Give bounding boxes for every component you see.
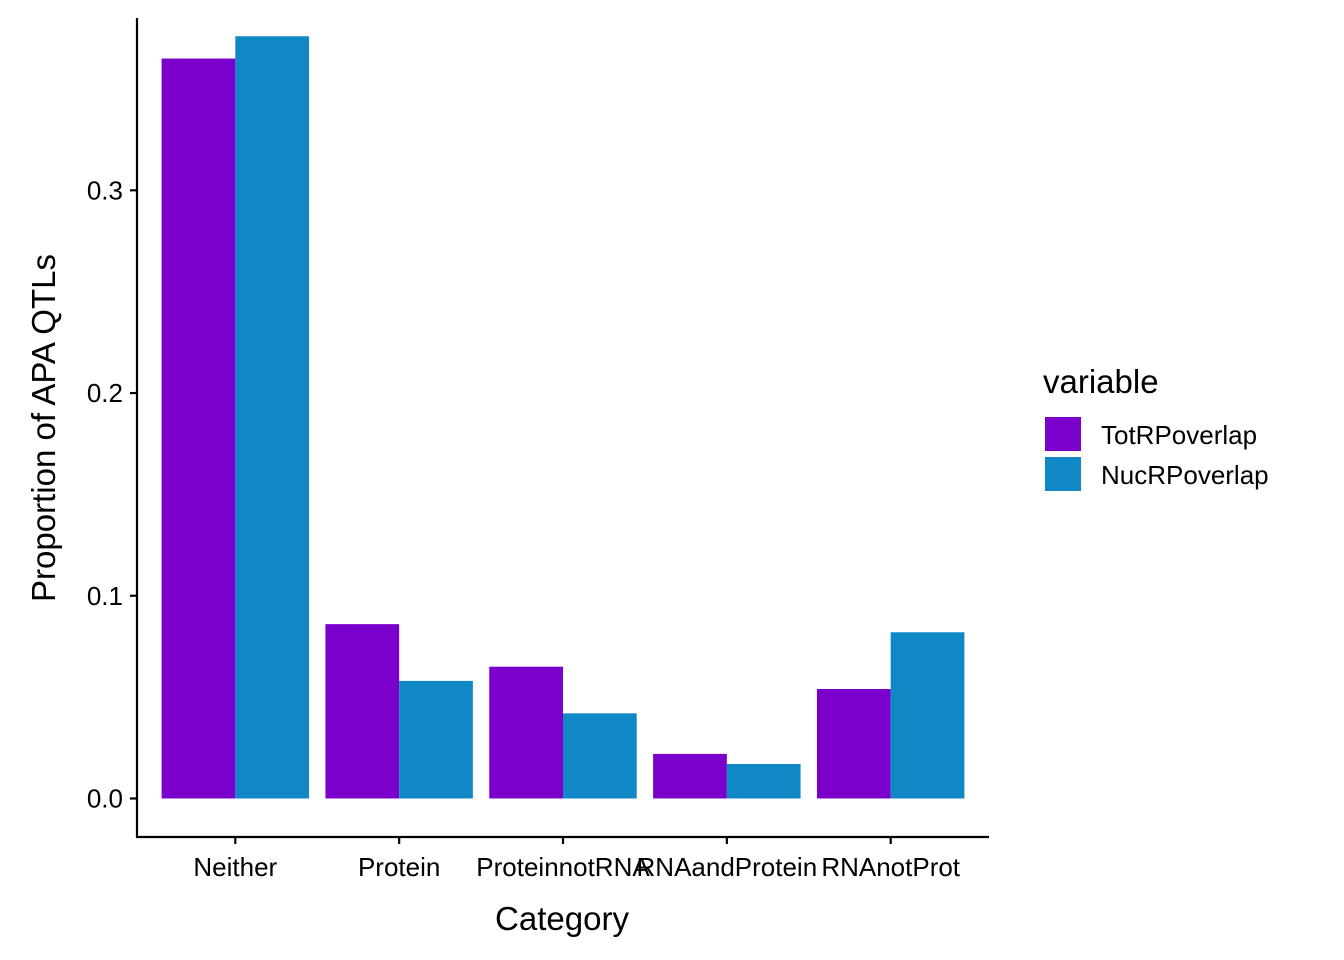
bar-TotRPoverlap-RNAnotProt (816, 689, 891, 799)
bar-NucRPoverlap-ProteinnotRNA (563, 713, 637, 799)
x-tick-label: RNAandProtein (637, 852, 818, 882)
bar-NucRPoverlap-Protein (399, 680, 473, 799)
bar-NucRPoverlap-RNAnotProt (890, 632, 965, 799)
x-axis-title: Category (495, 900, 629, 937)
y-tick-label: 0.3 (87, 175, 123, 205)
bar-NucRPoverlap-RNAandProtein (726, 764, 801, 799)
x-tick-label: RNAnotProt (821, 852, 960, 882)
bars-layer (161, 36, 965, 799)
x-tick-label: ProteinnotRNA (476, 852, 650, 882)
x-ticks: Neither Protein ProteinnotRNARNAandProtein… (193, 837, 961, 882)
y-ticks: 0.0 0.1 0.2 0.3 (87, 175, 137, 813)
y-tick-label: 0.1 (87, 581, 123, 611)
legend-key-NucRPoverlap (1045, 457, 1081, 491)
x-tick-label: Protein (358, 852, 440, 882)
legend-key-TotRPoverlap (1045, 417, 1081, 451)
legend-title: variable (1043, 363, 1159, 400)
y-tick-label: 0.2 (87, 378, 123, 408)
x-tick-label: Neither (193, 852, 277, 882)
bar-TotRPoverlap-ProteinnotRNA (489, 666, 563, 799)
bar-TotRPoverlap-Protein (325, 624, 400, 799)
legend-label-NucRPoverlap: NucRPoverlap (1101, 460, 1269, 490)
bar-TotRPoverlap-RNAandProtein (653, 753, 727, 799)
legend-label-TotRPoverlap: TotRPoverlap (1101, 420, 1257, 450)
bar-TotRPoverlap-Neither (161, 58, 236, 799)
legend: variable TotRPoverlap NucRPoverlap (1043, 363, 1269, 491)
y-tick-label: 0.0 (87, 783, 123, 813)
y-axis-title: Proportion of APA QTLs (25, 254, 62, 602)
bar-NucRPoverlap-Neither (235, 36, 310, 799)
